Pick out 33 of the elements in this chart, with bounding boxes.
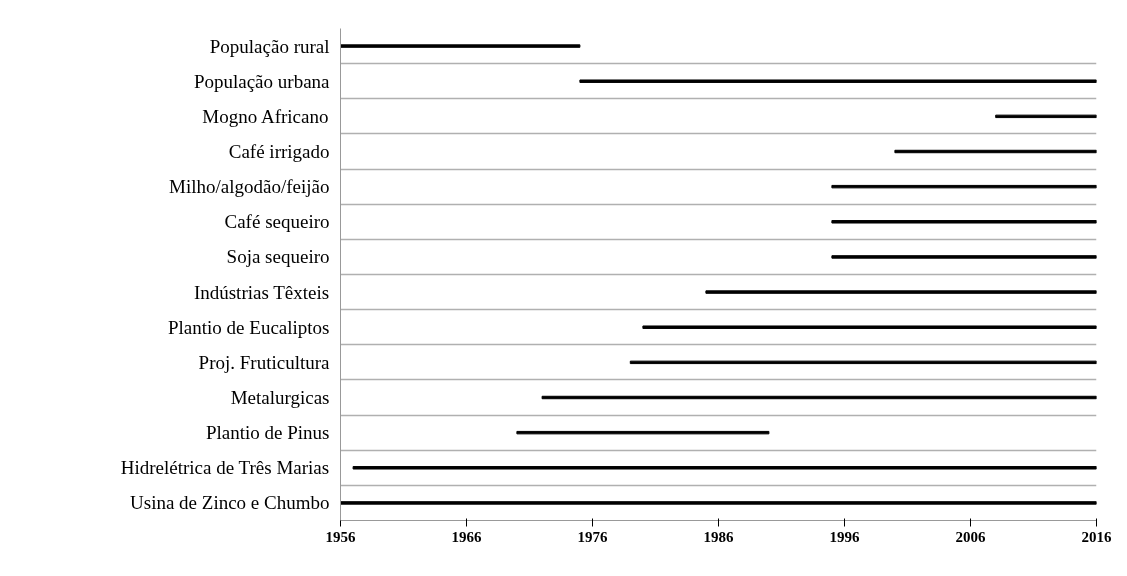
x-tick-label: 2016 xyxy=(1081,528,1112,545)
bar xyxy=(352,466,1097,470)
y-tick-label: Mogno Africano xyxy=(202,105,329,127)
bar xyxy=(516,430,770,435)
x-tick-label: 1956 xyxy=(325,528,356,545)
y-tick-label: População rural xyxy=(209,35,330,57)
bar xyxy=(629,360,1097,365)
x-tick-label: 2006 xyxy=(955,528,986,545)
bar xyxy=(579,79,1097,83)
x-tick-label: 1976 xyxy=(577,528,608,545)
y-tick-label: Café irrigado xyxy=(228,141,330,162)
y-tick-label: Indústrias Têxteis xyxy=(193,281,330,303)
y-tick-label: Usina de Zinco e Chumbo xyxy=(130,492,330,514)
x-tick-label: 1966 xyxy=(451,528,482,545)
bar xyxy=(831,184,1097,189)
bar xyxy=(831,220,1097,224)
x-tick-label: 1986 xyxy=(703,528,734,545)
x-tick-label: 1996 xyxy=(829,528,860,545)
y-tick-label: Soja sequeiro xyxy=(226,246,330,268)
bar xyxy=(340,44,581,48)
y-tick-label: Milho/algodão/feijão xyxy=(169,176,330,198)
y-tick-label: População urbana xyxy=(193,70,331,92)
bar xyxy=(340,501,1097,505)
y-tick-label: Metalurgicas xyxy=(230,387,330,408)
y-tick-label: Proj. Fruticultura xyxy=(198,351,331,373)
y-tick-label: Plantio de Pinus xyxy=(205,422,330,444)
y-tick-label: Plantio de Eucaliptos xyxy=(168,316,330,338)
bar xyxy=(705,290,1097,294)
bar xyxy=(995,114,1097,119)
bar xyxy=(831,255,1097,259)
bar xyxy=(642,325,1097,329)
y-tick-label: Café sequeiro xyxy=(224,211,330,233)
y-tick-label: Hidrelétrica de Três Marias xyxy=(120,457,330,479)
